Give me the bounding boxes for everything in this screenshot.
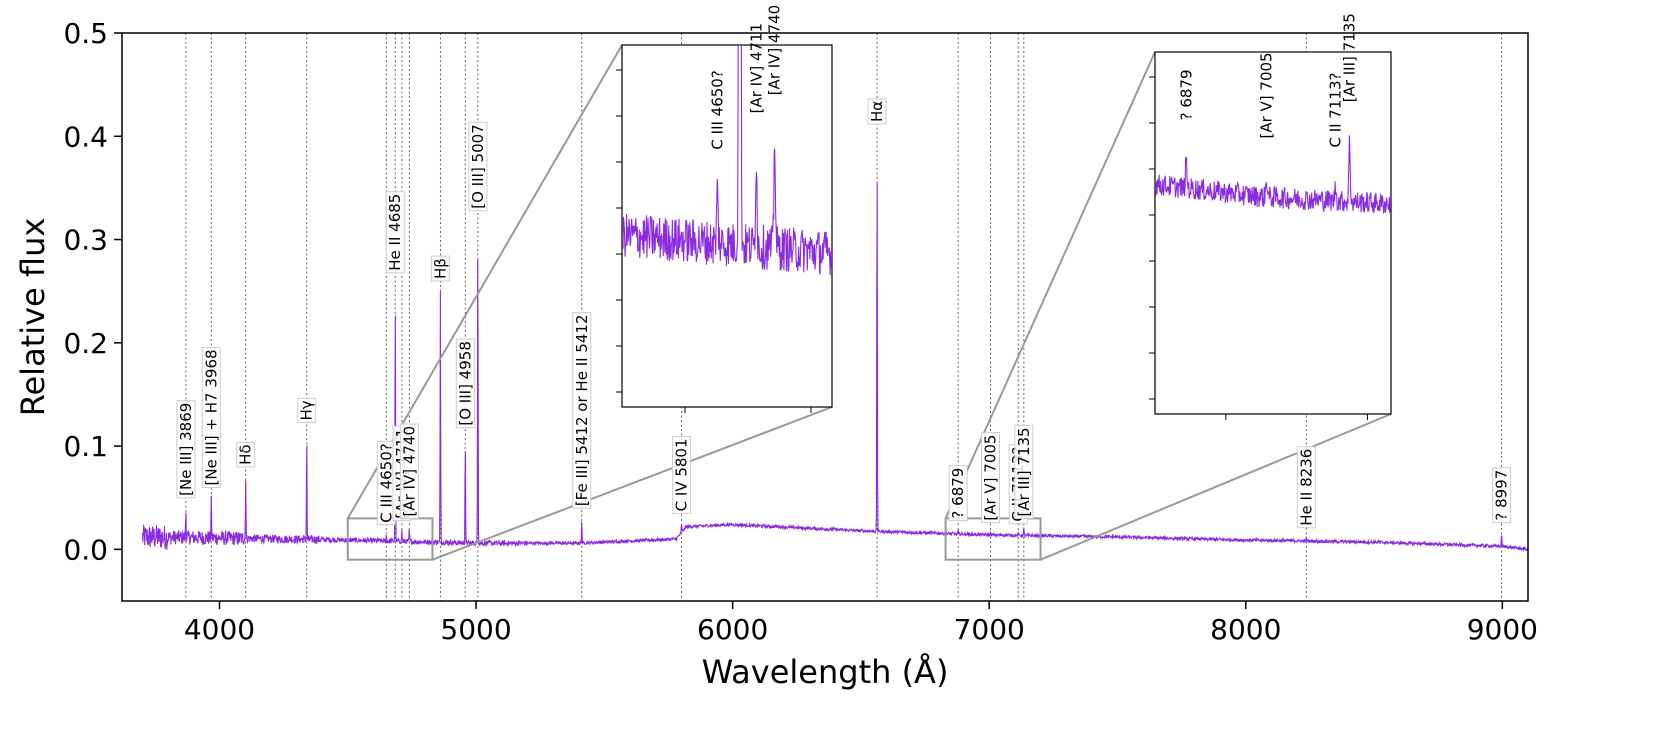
label-box [430, 255, 450, 282]
y-tick-label: 0.5 [63, 17, 108, 50]
line-label-text: C IV 5801 [673, 438, 691, 511]
line-label-15: [Ar V] 7005 [980, 432, 1000, 524]
inset-label-0-2: [Ar IV] 4711 [747, 23, 765, 114]
zoom-connector [1040, 413, 1392, 561]
line-label-5: He II 4685 [385, 191, 405, 274]
line-label-text: Hβ [431, 258, 449, 279]
inset-ar-iv-region: C III 4650?He II 4685[Ar IV] 4711[Ar IV]… [616, 5, 833, 413]
label-box [176, 400, 196, 499]
line-label-text: [O III] 5007 [469, 124, 487, 209]
line-label-text: He II 8236 [1297, 449, 1315, 526]
line-label-19: ? 8997 [1492, 467, 1512, 524]
zoom-connector [432, 406, 833, 561]
inset-spectrum [622, 45, 832, 276]
inset-label-1-1: [Ar V] 7005 [1258, 52, 1276, 138]
y-tick-label: 0.3 [63, 224, 108, 257]
line-label-11: [Fe III] 5412 or He II 5412 [572, 312, 592, 509]
line-label-text: C III 4650? [377, 443, 395, 522]
inset-frame [1154, 51, 1392, 415]
line-label-text: [Ne III] + H7 3968 [202, 349, 220, 485]
line-label-14: ? 6879 [948, 465, 968, 522]
y-tick-label: 0.2 [63, 327, 108, 360]
label-box [1296, 446, 1316, 529]
x-tick-label: 9000 [1467, 613, 1538, 646]
inset-label-1-2: C II 7113? [1327, 73, 1345, 148]
line-label-8: Hβ [430, 255, 450, 282]
x-tick-label: 8000 [1210, 613, 1281, 646]
label-box [399, 423, 419, 520]
line-label-1: [Ne III] + H7 3968 [201, 346, 221, 489]
x-tick-label: 6000 [697, 613, 768, 646]
axis-ticks: 4000 5000 6000 7000 8000 9000 0.0 0.1 0.2 0.3 0.4 0… [63, 17, 1538, 646]
plot-frame [121, 32, 1529, 602]
line-label-text: [Ne III] 3869 [177, 403, 195, 496]
inset-label-1-3: [Ar III] 7135 [1341, 13, 1359, 102]
line-label-text: [O III] 4958 [456, 341, 474, 426]
line-label-text: Hδ [237, 444, 255, 464]
y-tick-label: 0.4 [63, 120, 108, 153]
label-box [297, 397, 317, 423]
inset-label-1-0: ? 6879 [1177, 69, 1195, 120]
zoom-connector [944, 51, 1156, 519]
label-box [1014, 424, 1034, 520]
line-label-2: Hδ [236, 441, 256, 468]
line-label-text: [Fe III] 5412 or He II 5412 [573, 315, 591, 507]
line-label-text: [Ar IV] 4740 [400, 426, 418, 517]
x-tick-label: 7000 [954, 613, 1025, 646]
label-box [867, 98, 887, 125]
line-label-4: C III 4650? [376, 440, 396, 526]
label-box [1492, 467, 1512, 524]
label-box [672, 435, 692, 514]
x-axis-title: Wavelength (Å) [702, 653, 949, 691]
spectrum-line [141, 182, 1529, 552]
label-box [572, 312, 592, 509]
line-label-text: ? 8997 [1493, 470, 1511, 521]
label-box [948, 465, 968, 522]
line-label-text: He II 4685 [386, 194, 404, 271]
line-label-9: [O III] 4958 [455, 338, 475, 429]
x-tick-label: 5000 [440, 613, 511, 646]
spectrum-series [141, 182, 1529, 552]
inset-ar-v-region: ? 6879 [Ar V] 7005 C II 7113?[Ar III] 7135 [1149, 13, 1392, 420]
line-label-text: [Ar V] 7005 [981, 435, 999, 521]
emission-line-labels: [Ne III] 3869 [Ne III] + H7 3968 Hδ Hγ C III… [176, 98, 1512, 529]
zoom-box-1 [944, 517, 1042, 561]
line-label-13: Hα [867, 98, 887, 125]
label-box [980, 432, 1000, 524]
label-box [468, 121, 488, 212]
inset-label-0-3: [Ar IV] 4740 [766, 5, 784, 96]
line-label-text: Hα [868, 101, 886, 122]
line-label-10: [O III] 5007 [468, 121, 488, 212]
y-tick-label: 0.1 [63, 430, 108, 463]
y-tick-label: 0.0 [63, 533, 108, 566]
line-label-text: Hγ [298, 400, 316, 420]
line-label-17: [Ar III] 7135 [1014, 424, 1034, 520]
line-label-3: Hγ [297, 397, 317, 423]
label-box [201, 346, 221, 489]
axes-frame [121, 32, 1529, 602]
line-label-0: [Ne III] 3869 [176, 400, 196, 499]
label-box [385, 191, 405, 274]
line-label-12: C IV 5801 [672, 435, 692, 514]
line-label-7: [Ar IV] 4740 [399, 423, 419, 520]
line-label-text: ? 6879 [949, 468, 967, 519]
inset-spectrum [1155, 135, 1391, 214]
line-label-text: [Ar III] 7135 [1015, 427, 1033, 516]
line-label-18: He II 8236 [1296, 446, 1316, 529]
label-box [236, 441, 256, 468]
inset-label-0-0: C III 4650? [708, 70, 726, 149]
x-tick-label: 4000 [184, 613, 255, 646]
y-axis-title: Relative flux [14, 218, 52, 417]
label-box [455, 338, 475, 429]
inset-panels: C III 4650?He II 4685[Ar IV] 4711[Ar IV]… [616, 5, 1392, 420]
